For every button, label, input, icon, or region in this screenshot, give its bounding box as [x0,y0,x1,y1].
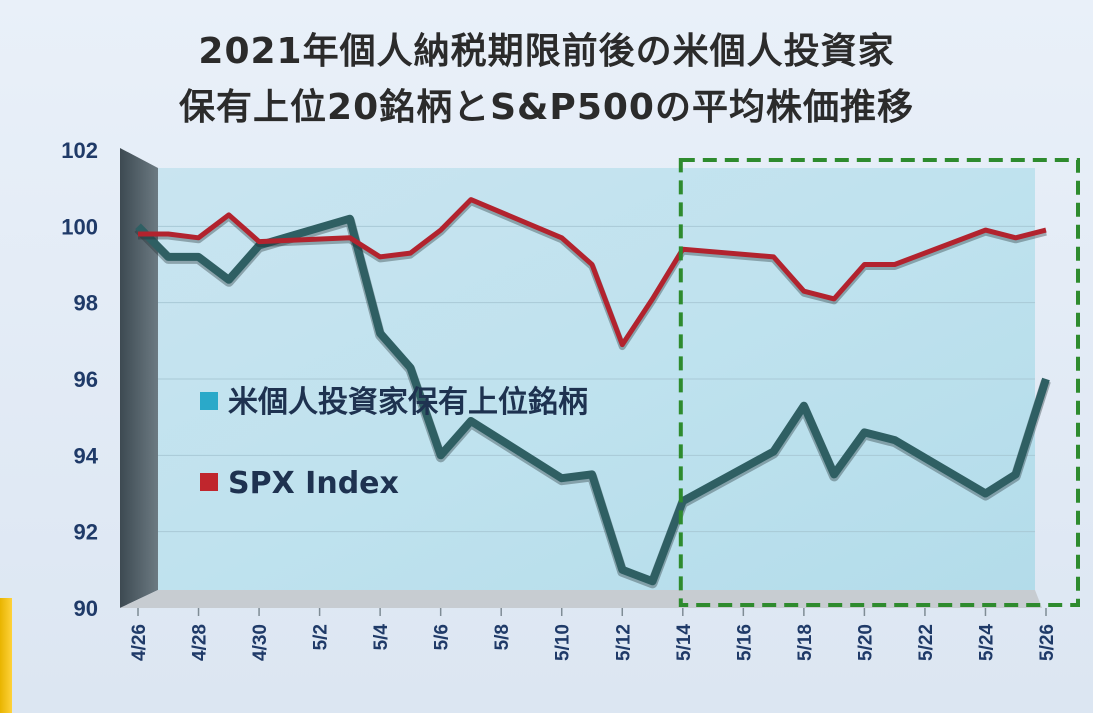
y-tick-label: 102 [61,138,98,163]
chart-title-line-2: 保有上位20銘柄とS&P500の平均株価推移 [179,87,914,128]
x-tick-label: 5/4 [371,624,392,651]
legend-label-series-2: SPX Index [228,466,399,501]
x-tick-label: 5/10 [553,624,574,661]
x-tick-label: 5/20 [855,624,876,661]
x-tick-label: 5/8 [492,624,513,650]
x-tick-label: 5/22 [916,624,937,661]
x-tick-label: 5/12 [613,624,634,661]
plot-side-wall [120,148,158,608]
y-tick-label: 92 [74,520,98,545]
x-tick-label: 4/30 [250,624,271,661]
y-tick-label: 100 [61,214,98,239]
x-tick-label: 5/14 [674,624,695,661]
legend: 米個人投資家保有上位銘柄 SPX Index [200,385,588,501]
legend-label-series-1: 米個人投資家保有上位銘柄 [228,385,588,420]
y-tick-label: 96 [74,367,98,392]
highlight-box [678,158,1080,607]
x-tick-label: 5/6 [432,624,453,650]
series-lines [134,197,1051,589]
y-axis-ticks: 102 100 98 96 94 92 90 [61,138,98,621]
x-tick-label: 5/16 [734,624,755,661]
x-axis-ticks: 4/26 4/28 4/30 5/2 5/4 5/6 5/8 5/10 5/12 5/14 5/16… [129,608,1058,661]
chart-title-line-1: 2021年個人納税期限前後の米個人投資家 [198,31,895,72]
x-tick-label: 5/26 [1037,624,1058,661]
grid-lines [158,225,1035,533]
x-tick-label: 5/18 [795,624,816,661]
y-tick-label: 94 [74,443,99,468]
legend-swatch-series-2 [200,473,218,491]
x-tick-label: 5/2 [311,624,332,650]
x-tick-label: 4/26 [129,624,150,661]
left-edge-marker [0,598,12,713]
x-tick-label: 5/24 [976,624,997,661]
x-tick-label: 4/28 [190,624,211,661]
legend-swatch-series-1 [200,392,218,410]
y-tick-label: 90 [74,596,98,621]
y-tick-label: 98 [74,291,98,316]
